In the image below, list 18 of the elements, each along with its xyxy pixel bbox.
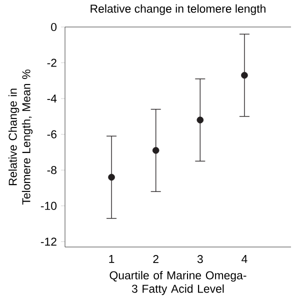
point	[152, 147, 160, 154]
y-tick-label: -12	[40, 238, 56, 246]
y-tick-label: -2	[47, 58, 56, 67]
x-tick-label: 2	[153, 255, 158, 264]
point	[241, 72, 248, 79]
chart-title: Relative change in telomere length	[90, 4, 266, 15]
x-tick-label: 4	[242, 255, 248, 263]
y-tick-label: -8	[47, 166, 56, 174]
point	[108, 174, 115, 181]
x-tick-label: 1	[109, 255, 114, 263]
y-tick-label: -10	[40, 202, 57, 210]
y-axis-title: Relative Change in Telomere Length, Mean %	[8, 70, 33, 205]
y-tick-label: -6	[47, 130, 56, 138]
point	[196, 116, 204, 124]
y-tick-label: -4	[47, 94, 57, 102]
y-tick-label: 0	[51, 22, 57, 32]
x-axis-title: Quartile of Marine Omega-3 Fatty Acid Level	[110, 270, 246, 296]
x-tick-label: 3	[197, 255, 203, 264]
